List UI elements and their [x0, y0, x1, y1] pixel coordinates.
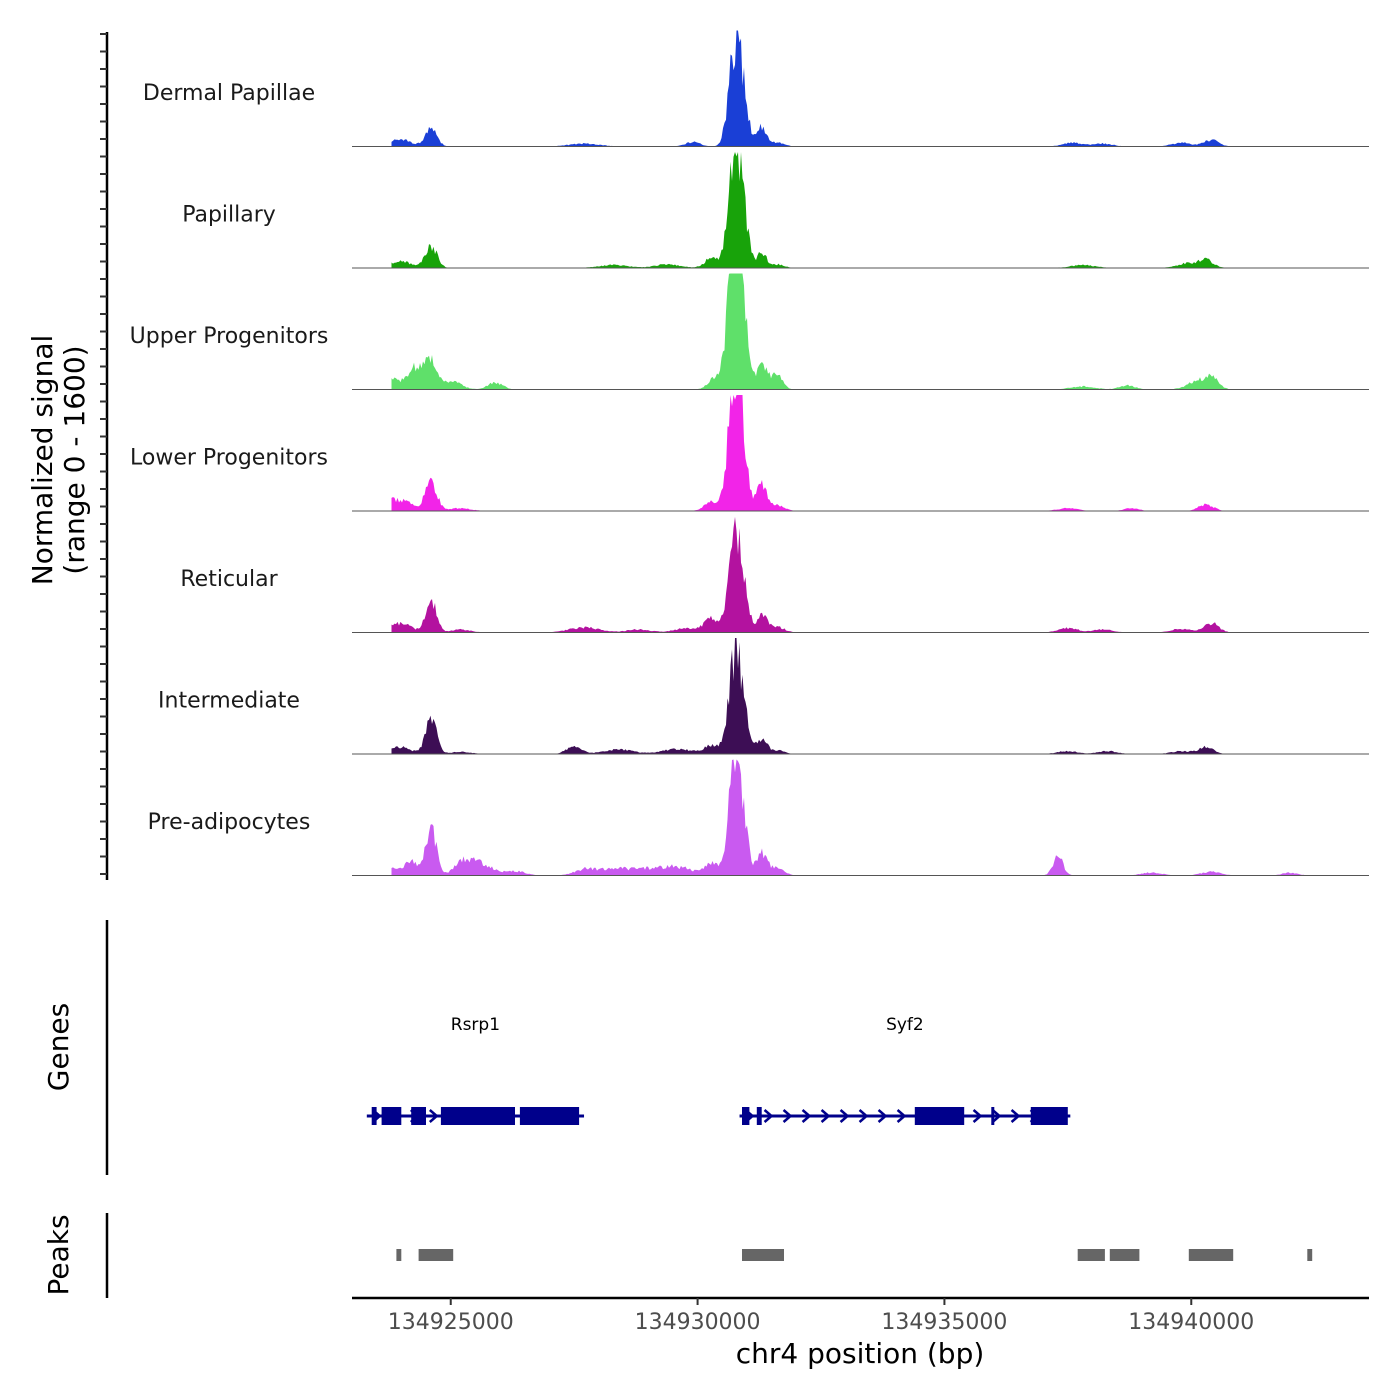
x-axis-title: chr4 position (bp) — [736, 1337, 985, 1370]
signal-area — [391, 152, 1320, 268]
track-papillary: Papillary — [182, 152, 1369, 269]
exon — [1030, 1107, 1068, 1125]
exon — [371, 1107, 377, 1125]
track-upper-progenitors: Upper Progenitors — [130, 273, 1369, 390]
signal-area — [391, 273, 1320, 390]
strand-arrow — [1010, 1109, 1021, 1123]
peak-region — [742, 1249, 784, 1261]
signal-y-ticks — [100, 33, 107, 875]
strand-arrow — [991, 1109, 1002, 1123]
track-label: Intermediate — [158, 689, 300, 714]
x-tick-label: 134940000 — [1128, 1310, 1254, 1335]
peak-region — [1188, 1249, 1234, 1261]
signal-tracks: Dermal Papillae Papillary Upper Progenitor… — [130, 30, 1369, 876]
exon — [991, 1107, 995, 1125]
track-label: Dermal Papillae — [143, 81, 315, 106]
strand-arrow — [839, 1109, 850, 1123]
signal-area — [391, 516, 1320, 633]
peaks-track — [396, 1249, 1313, 1261]
strand-arrow — [782, 1109, 793, 1123]
track-lower-progenitors: Lower Progenitors — [130, 395, 1369, 512]
strand-arrow — [972, 1109, 983, 1123]
exon — [440, 1107, 515, 1125]
peak-region — [418, 1249, 454, 1261]
peak-region — [396, 1249, 402, 1261]
strand-arrow — [877, 1109, 888, 1123]
signal-area — [391, 30, 1320, 147]
gene-syf2: Syf2 — [739, 1015, 1071, 1125]
track-reticular: Reticular — [180, 516, 1369, 633]
strand-arrow — [801, 1109, 812, 1123]
peak-region — [1307, 1249, 1313, 1261]
exon — [381, 1107, 402, 1125]
track-label: Reticular — [180, 567, 278, 592]
exon — [519, 1107, 580, 1125]
gene-label: Rsrp1 — [451, 1015, 500, 1035]
peak-region — [1109, 1249, 1140, 1261]
exon — [914, 1107, 965, 1125]
track-pre-adipocytes: Pre-adipocytes — [148, 759, 1369, 876]
exon — [411, 1107, 426, 1125]
signal-area — [391, 395, 1320, 511]
gene-rsrp1: Rsrp1 — [366, 1015, 585, 1125]
strand-arrow — [428, 1109, 439, 1123]
track-label: Pre-adipocytes — [148, 810, 311, 835]
peak-region — [1077, 1249, 1105, 1261]
signal-area — [391, 759, 1320, 876]
strand-arrow — [820, 1109, 831, 1123]
x-tick-label: 134930000 — [635, 1310, 761, 1335]
y-axis-title-line1: Normalized signal — [26, 335, 59, 586]
y-axis-title-line2: (range 0 - 1600) — [58, 345, 91, 574]
gene-label: Syf2 — [886, 1015, 924, 1035]
track-dermal-papillae: Dermal Papillae — [143, 30, 1369, 147]
exon — [756, 1107, 762, 1125]
x-axis-ticks: 134925000 134930000 134935000 134940000 — [388, 1298, 1254, 1335]
peaks-panel-label: Peaks — [42, 1214, 75, 1295]
x-tick-label: 134935000 — [881, 1310, 1007, 1335]
strand-arrow — [896, 1109, 907, 1123]
track-label: Papillary — [182, 203, 276, 228]
track-label: Upper Progenitors — [130, 324, 329, 349]
x-tick-label: 134925000 — [388, 1310, 514, 1335]
exon — [742, 1107, 750, 1125]
genes-panel-label: Genes — [42, 1003, 75, 1091]
signal-area — [391, 638, 1320, 754]
track-intermediate: Intermediate — [158, 638, 1369, 755]
strand-arrow — [763, 1109, 774, 1123]
strand-arrow — [858, 1109, 869, 1123]
genes-track: Rsrp1 Syf2 — [366, 1015, 1071, 1125]
track-label: Lower Progenitors — [130, 446, 328, 471]
